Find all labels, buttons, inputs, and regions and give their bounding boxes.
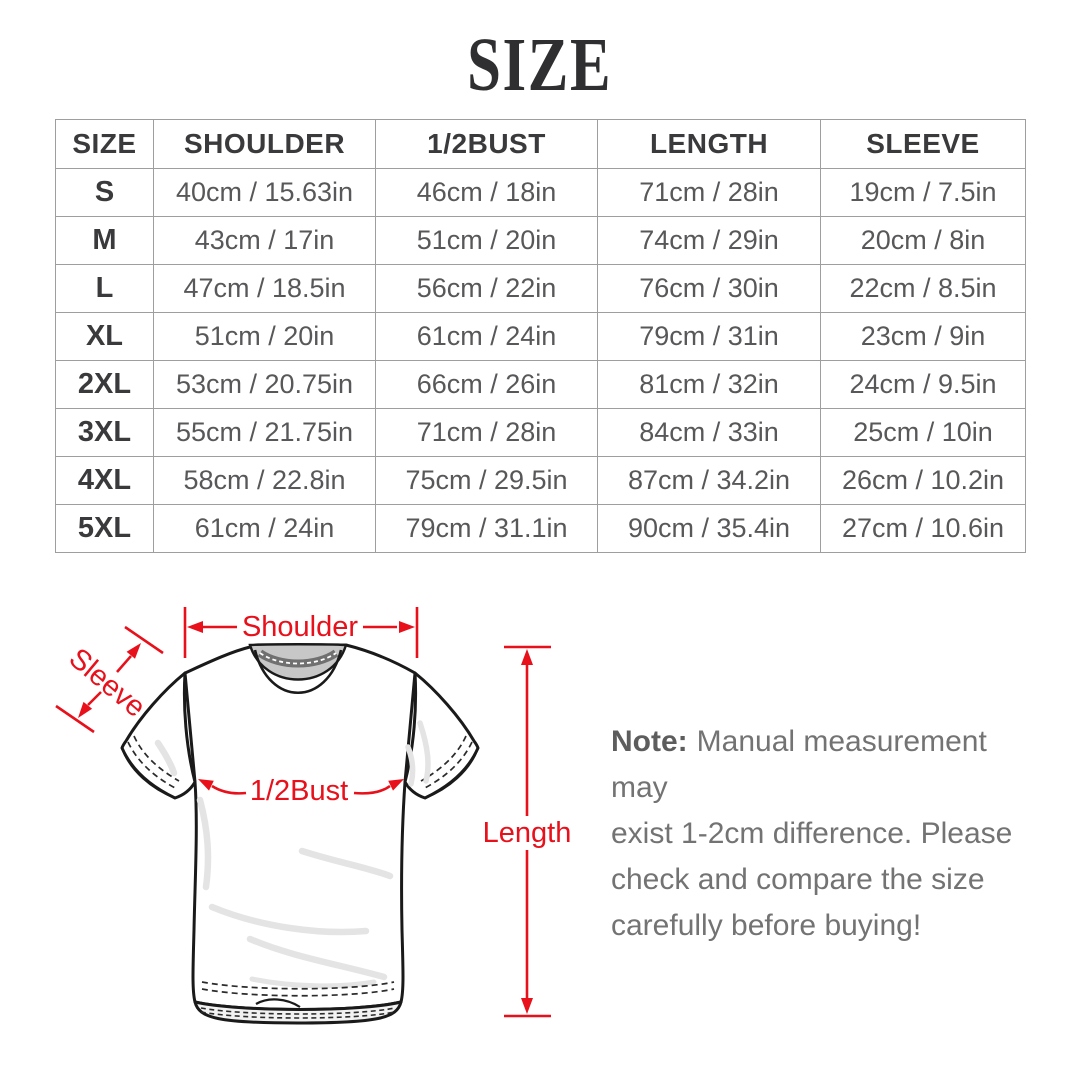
table-cell: 81cm / 32in: [597, 360, 821, 409]
tshirt-hem: [193, 981, 403, 1025]
table-cell: 71cm / 28in: [597, 168, 821, 217]
tshirt-collar: [248, 643, 348, 695]
table-cell: 79cm / 31in: [597, 312, 821, 361]
table-cell: 61cm / 24in: [375, 312, 598, 361]
size-label: 3XL: [55, 408, 154, 457]
table-cell: 24cm / 9.5in: [820, 360, 1026, 409]
table-cell: 55cm / 21.75in: [153, 408, 376, 457]
bust-dimension: 1/2Bust: [198, 775, 404, 807]
size-table: SIZE SHOULDER 1/2BUST LENGTH SLEEVE S 40…: [55, 119, 1026, 553]
table-cell: 58cm / 22.8in: [153, 456, 376, 505]
table-cell: 51cm / 20in: [375, 216, 598, 265]
table-row: 3XL 55cm / 21.75in 71cm / 28in 84cm / 33…: [55, 408, 1026, 457]
arrow-up-right-icon: [126, 643, 141, 659]
table-row: M 43cm / 17in 51cm / 20in 74cm / 29in 20…: [55, 216, 1026, 265]
table-cell: 84cm / 33in: [597, 408, 821, 457]
arrow-left-icon: [198, 779, 214, 791]
table-cell: 61cm / 24in: [153, 504, 376, 553]
table-cell: 47cm / 18.5in: [153, 264, 376, 313]
size-label: L: [55, 264, 154, 313]
table-cell: 20cm / 8in: [820, 216, 1026, 265]
table-row: S 40cm / 15.63in 46cm / 18in 71cm / 28in…: [55, 168, 1026, 217]
note-text-line: Manual measurement may: [611, 725, 987, 804]
page-title: SIZE: [0, 27, 1080, 103]
table-cell: 25cm / 10in: [820, 408, 1026, 457]
arrow-down-icon: [521, 998, 533, 1014]
table-cell: 76cm / 30in: [597, 264, 821, 313]
size-label: 5XL: [55, 504, 154, 553]
header-size: SIZE: [55, 119, 154, 169]
header-bust: 1/2BUST: [375, 119, 598, 169]
table-cell: 26cm / 10.2in: [820, 456, 1026, 505]
arrow-right-icon: [388, 779, 404, 791]
table-cell: 56cm / 22in: [375, 264, 598, 313]
arrow-down-left-icon: [78, 701, 93, 718]
tshirt-right-sleeve: [403, 671, 480, 800]
arrow-left-icon: [187, 621, 203, 633]
table-cell: 79cm / 31.1in: [375, 504, 598, 553]
table-cell: 51cm / 20in: [153, 312, 376, 361]
bust-dimension-label: 1/2Bust: [250, 775, 348, 807]
note-text-line: exist 1-2cm difference. Please: [611, 817, 1013, 850]
header-shoulder: SHOULDER: [153, 119, 376, 169]
table-cell: 74cm / 29in: [597, 216, 821, 265]
shoulder-dimension: Shoulder: [183, 607, 419, 658]
table-header-row: SIZE SHOULDER 1/2BUST LENGTH SLEEVE: [55, 119, 1026, 169]
size-label: 4XL: [55, 456, 154, 505]
length-dimension-label: Length: [483, 817, 572, 849]
arrow-up-icon: [521, 649, 533, 665]
size-label: S: [55, 168, 154, 217]
table-cell: 87cm / 34.2in: [597, 456, 821, 505]
size-label: XL: [55, 312, 154, 361]
header-sleeve: SLEEVE: [820, 119, 1026, 169]
table-cell: 46cm / 18in: [375, 168, 598, 217]
note-text-line: carefully before buying!: [611, 909, 922, 942]
tshirt-illustration: [120, 643, 480, 1025]
table-row: L 47cm / 18.5in 56cm / 22in 76cm / 30in …: [55, 264, 1026, 313]
arrow-right-icon: [399, 621, 415, 633]
length-dimension: Length: [483, 645, 572, 1018]
table-cell: 75cm / 29.5in: [375, 456, 598, 505]
table-cell: 90cm / 35.4in: [597, 504, 821, 553]
table-cell: 66cm / 26in: [375, 360, 598, 409]
table-row: XL 51cm / 20in 61cm / 24in 79cm / 31in 2…: [55, 312, 1026, 361]
shoulder-dimension-label: Shoulder: [242, 611, 358, 643]
table-cell: 53cm / 20.75in: [153, 360, 376, 409]
table-row: 4XL 58cm / 22.8in 75cm / 29.5in 87cm / 3…: [55, 456, 1026, 505]
table-row: 5XL 61cm / 24in 79cm / 31.1in 90cm / 35.…: [55, 504, 1026, 553]
note-label: Note:: [611, 725, 688, 758]
table-cell: 40cm / 15.63in: [153, 168, 376, 217]
table-row: 2XL 53cm / 20.75in 66cm / 26in 81cm / 32…: [55, 360, 1026, 409]
size-label: 2XL: [55, 360, 154, 409]
sleeve-dimension-label: Sleeve: [63, 642, 151, 724]
header-length: LENGTH: [597, 119, 821, 169]
note: Note: Manual measurement may exist 1-2cm …: [611, 719, 1041, 949]
page-title-text: SIZE: [467, 23, 613, 107]
table-cell: 71cm / 28in: [375, 408, 598, 457]
tshirt-measurement-diagram: Shoulder Sleeve 1/2Bust Lengt: [55, 607, 572, 1025]
table-cell: 23cm / 9in: [820, 312, 1026, 361]
size-label: M: [55, 216, 154, 265]
table-cell: 27cm / 10.6in: [820, 504, 1026, 553]
table-cell: 19cm / 7.5in: [820, 168, 1026, 217]
table-cell: 22cm / 8.5in: [820, 264, 1026, 313]
note-text-line: check and compare the size: [611, 863, 985, 896]
note-line: Note: Manual measurement may: [611, 719, 1041, 811]
table-cell: 43cm / 17in: [153, 216, 376, 265]
